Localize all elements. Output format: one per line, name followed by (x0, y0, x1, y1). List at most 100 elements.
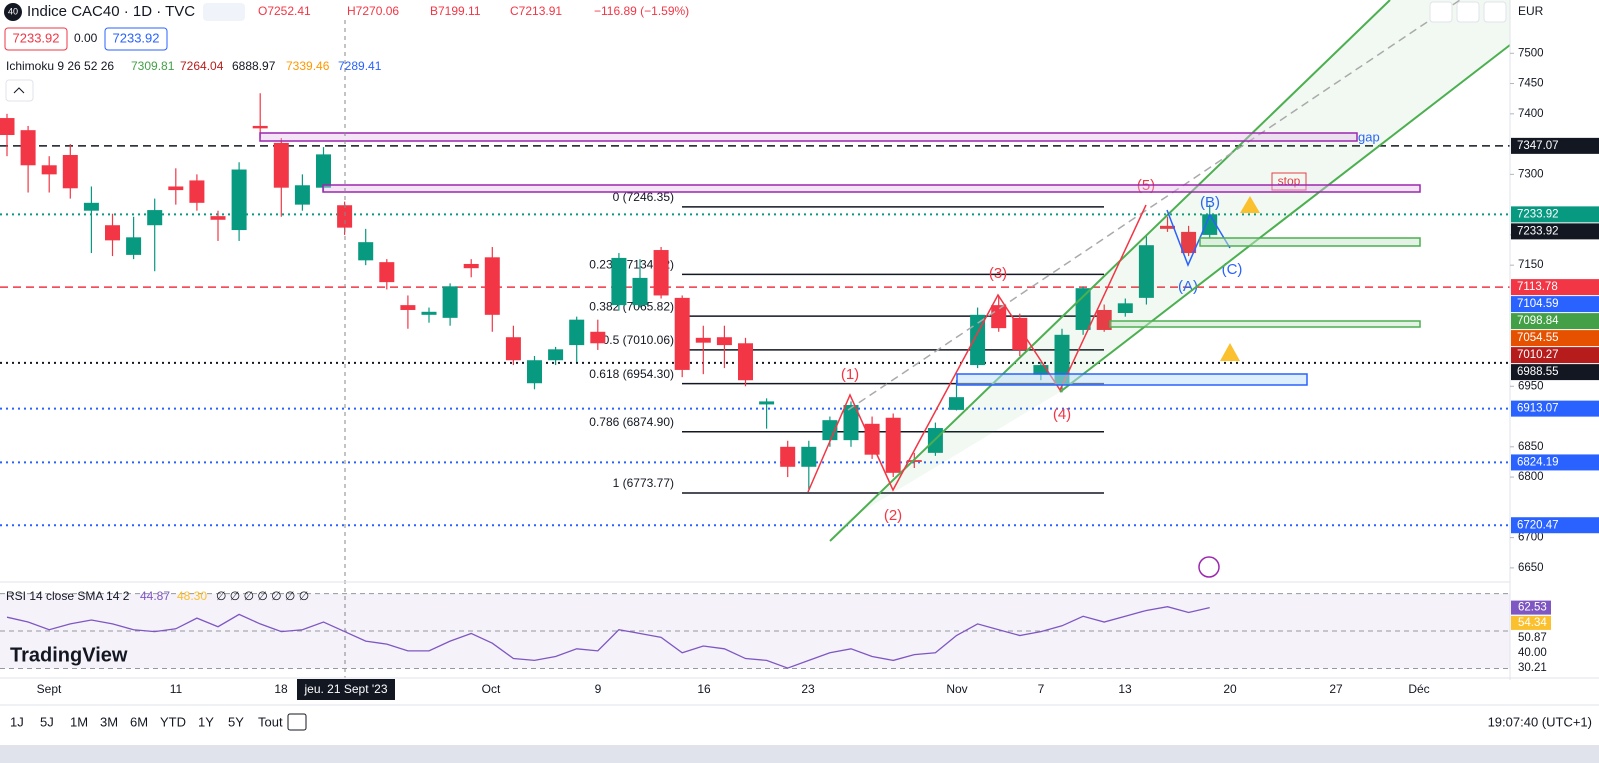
price-label: 7233.92 (1517, 225, 1559, 237)
symbol-title: Indice CAC40 · 1D · TVC (27, 3, 195, 20)
change: −116.89 (−1.59%) (594, 4, 689, 18)
candle-body (1117, 303, 1133, 314)
rsi-axis-bg (1511, 615, 1551, 630)
buy-button[interactable] (104, 27, 168, 51)
tool-button[interactable] (1429, 1, 1453, 23)
sell-button[interactable] (4, 27, 68, 51)
zone (1199, 237, 1421, 247)
candle-body (1075, 288, 1091, 330)
channel-fill (830, 0, 1510, 541)
candle-body (569, 319, 585, 346)
candle-body (632, 277, 648, 306)
tool-button[interactable] (1483, 1, 1507, 23)
channel-line (1059, 44, 1511, 393)
logo: TradingView (10, 644, 128, 666)
range-button[interactable]: 1Y (198, 714, 214, 729)
candle-body (611, 257, 627, 306)
currency[interactable]: EUR (1518, 4, 1544, 18)
price-axis-labels: 7500745074007300720071506950685068006700… (1510, 47, 1599, 676)
fib-label: 0.786 (6874.90) (589, 415, 674, 429)
rsi-value: 48.30 (177, 589, 207, 603)
rsi-label: RSI 14 close SMA 14 2 (6, 589, 130, 603)
price-label-bg (1511, 279, 1599, 296)
collapse-button[interactable] (5, 79, 34, 102)
candle-body (337, 205, 353, 228)
x-tick-label: Oct (482, 682, 501, 696)
lightning-icon (1198, 556, 1220, 578)
candle-body (1054, 334, 1070, 386)
candle-body (358, 242, 374, 261)
rsi-axis-label: 54.34 (1518, 617, 1547, 629)
candle-body (780, 446, 796, 467)
fib-label: 0.236 (7134.82) (589, 258, 674, 272)
range-button[interactable]: 5J (40, 714, 54, 729)
candle-body (484, 257, 500, 315)
range-button[interactable]: Tout (258, 714, 283, 729)
ohlc: C7213.91 (510, 4, 562, 18)
rsi-axis-bg (1511, 645, 1551, 660)
candle-body (20, 130, 36, 166)
ohlc: B7199.11 (430, 4, 481, 18)
rsi-value: 44.87 (140, 589, 170, 603)
candle-body (83, 202, 99, 211)
rsi-axis-label: 62.53 (1518, 602, 1547, 614)
candle-body (653, 250, 669, 296)
wave-label: (1) (841, 366, 859, 383)
y-tick-label: 7500 (1518, 47, 1544, 59)
price-label: 7113.78 (1517, 281, 1558, 293)
candle-body (527, 360, 542, 384)
tool-button[interactable] (1456, 1, 1480, 23)
fib-label: 1 (6773.77) (613, 476, 674, 490)
x-tick-label: 13 (1118, 682, 1132, 696)
price-label: 7104.59 (1517, 298, 1559, 310)
price-label-bg (1511, 137, 1599, 154)
x-tick-label: 27 (1329, 682, 1343, 696)
candle-body (294, 185, 310, 205)
abc-line (1166, 209, 1231, 267)
candle-body (168, 186, 184, 191)
range-button[interactable]: YTD (160, 714, 186, 729)
buy-price: 7233.92 (113, 30, 160, 45)
bottom-strip (0, 745, 1599, 763)
candle-body (210, 216, 226, 220)
price-label: 6824.19 (1517, 456, 1559, 468)
abc-label: (C) (1222, 261, 1243, 278)
rsi-empty: ∅ ∅ ∅ ∅ ∅ ∅ ∅ (216, 589, 309, 603)
x-tick-label: 23 (801, 682, 815, 696)
candle-body (400, 305, 416, 310)
candle-body (505, 337, 521, 361)
candle-body (62, 154, 78, 189)
candle-body (949, 397, 964, 410)
candle-body (316, 154, 331, 188)
price-label: 6988.55 (1517, 366, 1559, 378)
rsi-axis-bg (1511, 630, 1551, 645)
rsi-line (6, 606, 1210, 669)
candle-body (695, 337, 711, 343)
ichimoku-value: 7339.46 (286, 59, 330, 73)
candle-body (548, 349, 564, 361)
range-button[interactable]: 6M (130, 714, 148, 729)
fib-label: 0 (7246.35) (613, 190, 674, 204)
candle-body (421, 311, 437, 315)
y-tick-label: 7450 (1518, 78, 1544, 90)
price-label-bg (1511, 330, 1599, 347)
price-label: 7098.84 (1517, 315, 1559, 327)
spread: 0.00 (74, 31, 98, 45)
range-button[interactable]: 1J (10, 714, 24, 729)
zone (322, 184, 1421, 193)
ohlc: H7270.06 (347, 4, 399, 18)
date-range-button[interactable] (287, 713, 307, 731)
y-tick-label: 6650 (1518, 562, 1544, 574)
range-button[interactable]: 3M (100, 714, 118, 729)
x-tick-label: 7 (1038, 682, 1045, 696)
candle-body (1033, 365, 1049, 375)
x-tick-label: 16 (697, 682, 711, 696)
wave-label: (2) (884, 507, 902, 524)
range-button[interactable]: 5Y (228, 714, 244, 729)
candle-body (716, 337, 732, 346)
abc-label: (B) (1200, 194, 1220, 211)
price-label: 6720.47 (1517, 519, 1559, 531)
candle-body (801, 446, 817, 467)
range-button[interactable]: 1M (70, 714, 88, 729)
compare-button[interactable] (203, 3, 245, 21)
